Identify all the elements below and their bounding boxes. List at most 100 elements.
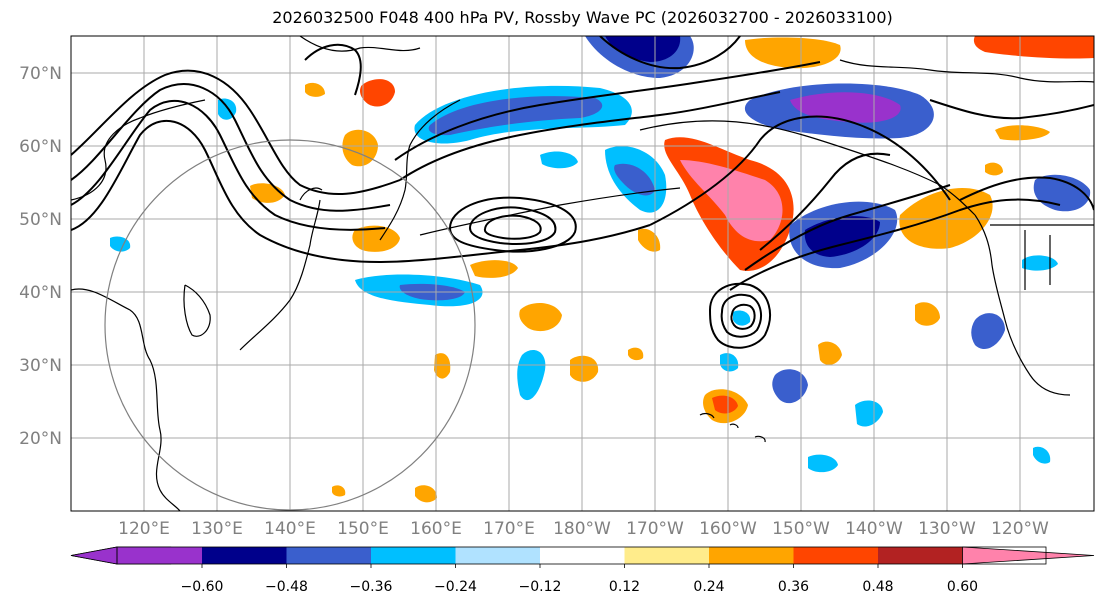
colorbar-tick-label: −0.24 xyxy=(434,579,477,595)
colorbar-cell xyxy=(709,547,795,564)
pv-contour xyxy=(929,99,1094,120)
colorbar-tick-label: 0.60 xyxy=(947,579,978,595)
colorbar-tick-label: 0.24 xyxy=(693,579,724,595)
colorbar-tick-label: −0.36 xyxy=(350,579,393,595)
lon-tick-label: 150°E xyxy=(337,519,389,539)
coastline-asia xyxy=(71,99,206,511)
lon-tick-label: 160°W xyxy=(699,519,757,539)
coastline-kamchatka xyxy=(379,99,461,241)
anomaly-blob-negative xyxy=(855,400,883,427)
colorbar-tick-label: 0.48 xyxy=(862,579,893,595)
pv-contour xyxy=(379,224,651,263)
lon-tick-label: 140°W xyxy=(845,519,903,539)
anomaly-blob-negative xyxy=(808,454,838,473)
pv-contour xyxy=(399,91,781,181)
colorbar-tick-label: 0.36 xyxy=(778,579,809,595)
anomaly-blob-negative xyxy=(720,353,739,372)
highlight-circle xyxy=(104,139,476,511)
map-border xyxy=(70,35,1095,512)
anomaly-blob-negative xyxy=(971,313,1005,350)
colorbar-tick-label: 0.12 xyxy=(609,579,640,595)
lon-axis: 120°E 130°E 140°E 150°E 160°E 170°E 180°W 170°W… xyxy=(118,519,1049,539)
colorbar-cell xyxy=(117,547,202,564)
lon-tick-label: 130°E xyxy=(191,519,243,539)
colorbar-border xyxy=(116,546,1047,565)
coastlines xyxy=(71,36,1094,511)
lon-tick-label: 120°W xyxy=(991,519,1049,539)
colorbar-cell xyxy=(286,547,372,564)
anomaly-blob-negative xyxy=(772,369,808,404)
pv-ring xyxy=(468,206,557,245)
colorbar-cell xyxy=(793,547,879,564)
colorbar-extend-min-tip xyxy=(70,546,118,565)
anomaly-blob-positive xyxy=(680,160,783,242)
colorbar-cell xyxy=(624,547,710,564)
anomaly-blob-negative xyxy=(614,163,655,196)
colorbar-extend-max xyxy=(962,546,1095,565)
pv-contour xyxy=(394,61,821,161)
anomaly-blob-positive xyxy=(745,37,841,69)
pv-contour xyxy=(744,184,951,271)
lat-tick-label: 70°N xyxy=(19,64,62,84)
pv-anomaly-shading xyxy=(110,36,1094,503)
pv-contour xyxy=(649,115,951,226)
anomaly-blob-positive xyxy=(818,341,842,365)
anomaly-blob-positive xyxy=(352,225,400,252)
anomaly-blob-positive xyxy=(415,485,437,503)
pv-contour xyxy=(71,83,391,212)
coastline-aleutians xyxy=(419,187,681,236)
colorbar-tick-label: −0.48 xyxy=(265,579,308,595)
lat-tick-label: 20°N xyxy=(19,429,62,449)
anomaly-blob-positive xyxy=(985,162,1003,176)
anomaly-blob-negative xyxy=(1022,255,1058,271)
pv-contour xyxy=(729,198,1061,291)
pv-ring xyxy=(708,282,771,349)
lon-tick-label: 140°E xyxy=(264,519,316,539)
colorbar-cell xyxy=(540,547,626,564)
lat-tick-label: 60°N xyxy=(19,137,62,157)
lon-tick-label: 170°W xyxy=(626,519,684,539)
colorbar-cell xyxy=(455,547,541,564)
lat-tick-label: 40°N xyxy=(19,283,62,303)
colorbar-cell xyxy=(878,547,964,564)
coastline-canada-interior xyxy=(990,224,1094,290)
anomaly-blob-positive xyxy=(899,187,993,249)
coastline-arctic xyxy=(299,36,1094,83)
anomaly-blob-positive xyxy=(628,347,644,361)
lon-tick-label: 120°E xyxy=(118,519,170,539)
anomaly-blob-positive xyxy=(332,485,346,497)
anomaly-blob-positive xyxy=(915,302,940,326)
pv-contour xyxy=(599,36,741,70)
anomaly-blob-positive xyxy=(470,260,518,278)
anomaly-blob-positive xyxy=(995,125,1050,141)
colorbar-tick-label: −0.12 xyxy=(519,579,562,595)
coastline-alaska xyxy=(639,120,976,216)
lon-tick-label: 150°W xyxy=(772,519,830,539)
colorbar-cell xyxy=(202,547,288,564)
pv-ring xyxy=(448,196,577,253)
anomaly-blob-positive xyxy=(305,82,325,97)
anomaly-blob-positive xyxy=(360,79,395,107)
lat-tick-label: 30°N xyxy=(19,356,62,376)
anomaly-blob-negative xyxy=(605,36,681,62)
colorbar-cell xyxy=(371,547,457,564)
coastline-hawaii xyxy=(699,412,766,443)
colorbar-tick-label: −0.60 xyxy=(181,579,224,595)
pv-contours xyxy=(71,36,1094,349)
anomaly-blob-positive xyxy=(519,303,562,332)
pv-contour xyxy=(759,152,891,251)
anomaly-blob-positive xyxy=(712,395,738,414)
anomaly-blob-negative xyxy=(804,216,880,257)
figure-title: 2026032500 F048 400 hPa PV, Rossby Wave … xyxy=(272,8,893,27)
lon-tick-label: 180°W xyxy=(553,519,611,539)
coastline-north-america xyxy=(974,214,1071,396)
graticule xyxy=(71,36,1094,511)
anomaly-blob-negative xyxy=(733,310,751,326)
pv-contour xyxy=(71,119,381,263)
pv-contour xyxy=(304,43,362,96)
coastline-korea xyxy=(183,284,211,337)
pv-contour xyxy=(959,176,1094,211)
pv-ring xyxy=(483,214,542,240)
colorbar: −0.60 −0.48 −0.36 −0.24 −0.12 0.12 0.24 0.36 0.4… xyxy=(70,546,1095,595)
